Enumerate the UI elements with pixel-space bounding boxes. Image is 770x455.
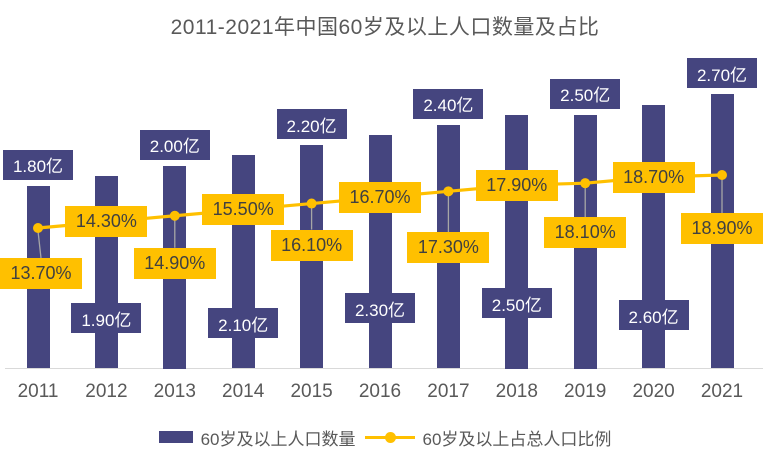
- pct-label-2017: 17.30%: [407, 232, 490, 264]
- pct-label-2016: 16.70%: [339, 181, 421, 213]
- line-marker-2021: [717, 170, 727, 181]
- pct-label-2021: 18.90%: [681, 213, 763, 244]
- pct-label-2015: 16.10%: [270, 229, 353, 261]
- line-marker-2017: [443, 186, 454, 197]
- legend-line-label: 60岁及以上占总人口比例: [422, 429, 612, 449]
- legend-bar-label: 60岁及以上人口数量: [200, 429, 356, 449]
- x-axis-label-2013: 2013: [153, 381, 196, 402]
- bar-value-label-2020: 2.60亿: [618, 300, 689, 330]
- x-axis-label-2011: 2011: [17, 381, 59, 402]
- bar-value-label-2018: 2.50亿: [481, 288, 552, 318]
- x-axis-label-2017: 2017: [427, 381, 470, 402]
- x-axis-label-2014: 2014: [222, 381, 265, 402]
- chart-title: 2011-2021年中国60岁及以上人口数量及占比: [170, 16, 600, 39]
- line-series-swatch-icon: [364, 431, 415, 443]
- bar-value-label-2021: 2.70亿: [687, 58, 757, 89]
- x-axis-label-2021: 2021: [700, 381, 744, 402]
- bar-value-label-2019: 2.50亿: [550, 78, 621, 109]
- bar-value-label-2016: 2.30亿: [345, 293, 415, 323]
- pct-label-2019: 18.10%: [544, 217, 627, 249]
- x-axis-label-2012: 2012: [85, 381, 128, 402]
- line-marker-2015: [306, 198, 317, 209]
- line-marker-2013: [169, 210, 180, 221]
- pct-label-2011: 13.70%: [0, 258, 82, 289]
- legend: 60岁及以上人口数量 60岁及以上占总人口比例: [0, 424, 770, 450]
- pct-label-2018: 17.90%: [475, 169, 558, 201]
- legend-item-bar-series: 60岁及以上人口数量: [158, 425, 356, 450]
- x-axis-line: [5, 368, 763, 369]
- bar-value-label-2012: 1.90亿: [71, 303, 142, 333]
- x-axis-label-2019: 2019: [564, 381, 607, 402]
- bar-series-swatch-icon: [158, 431, 193, 443]
- pct-label-2020: 18.70%: [612, 161, 695, 193]
- pct-label-2014: 15.50%: [202, 194, 285, 226]
- bar-value-label-2013: 2.00亿: [139, 129, 210, 160]
- bar-value-label-2017: 2.40亿: [413, 88, 484, 119]
- x-axis-label-2015: 2015: [290, 381, 333, 402]
- x-axis-label-2020: 2020: [632, 381, 675, 402]
- pct-label-2013: 14.90%: [133, 247, 216, 279]
- leader-line-2011: [37, 230, 42, 259]
- line-marker-2011: [33, 223, 43, 233]
- x-axis-label-2016: 2016: [358, 381, 402, 402]
- line-marker-2019: [580, 178, 591, 189]
- pct-label-2012: 14.30%: [65, 206, 148, 238]
- legend-item-line-series: 60岁及以上占总人口比例: [364, 425, 612, 450]
- bar-value-label-2011: 1.80亿: [3, 149, 73, 180]
- line-swatch-dot: [384, 432, 396, 443]
- bar-value-label-2014: 2.10亿: [208, 308, 279, 338]
- x-axis-label-2018: 2018: [495, 381, 538, 402]
- bar-value-label-2015: 2.20亿: [276, 109, 347, 140]
